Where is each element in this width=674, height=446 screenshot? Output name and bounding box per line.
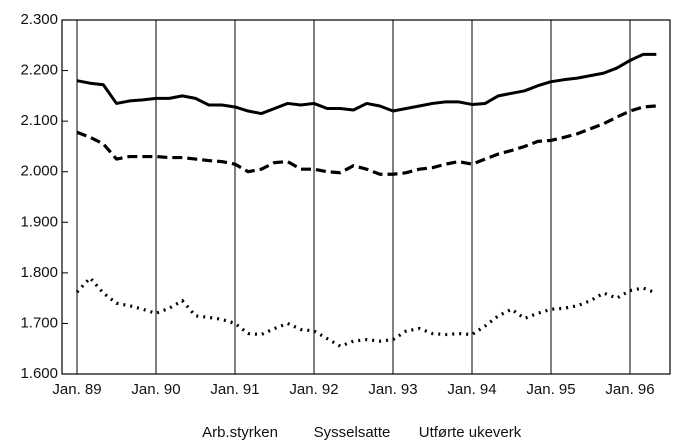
series-line <box>76 52 657 116</box>
y-tick-label: 1.600 <box>20 365 58 382</box>
y-tick-label: 1.800 <box>20 264 58 281</box>
y-tick-label: 1.700 <box>20 314 58 331</box>
x-tick-label: Jan. 92 <box>289 381 338 398</box>
y-tick-label: 1.900 <box>20 213 58 230</box>
y-tick-label: 2.200 <box>20 62 58 79</box>
x-tick-label: Jan. 90 <box>131 381 180 398</box>
legend-label: Utførte ukeverk <box>419 424 522 441</box>
x-tick-label: Jan. 94 <box>447 381 496 398</box>
y-tick-label: 2.000 <box>20 163 58 180</box>
plot-frame <box>61 19 671 375</box>
x-tick-label: Jan. 95 <box>526 381 575 398</box>
y-tick-label: 2.100 <box>20 112 58 129</box>
series-line <box>75 276 657 348</box>
legend-label: Sysselsatte <box>314 424 391 441</box>
x-tick-label: Jan. 93 <box>368 381 417 398</box>
series-line <box>76 104 657 176</box>
x-tick-label: Jan. 91 <box>210 381 259 398</box>
x-tick-label: Jan. 89 <box>52 381 101 398</box>
x-tick-label: Jan. 96 <box>605 381 654 398</box>
y-tick-label: 2.300 <box>20 11 58 28</box>
legend-label: Arb.styrken <box>202 424 278 441</box>
